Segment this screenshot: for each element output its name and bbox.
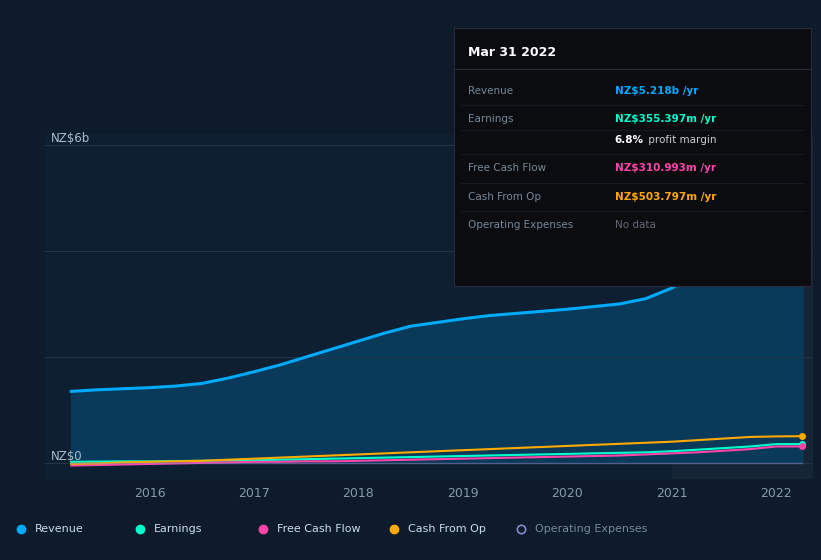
Text: NZ$503.797m /yr: NZ$503.797m /yr: [615, 192, 716, 202]
Text: Operating Expenses: Operating Expenses: [535, 524, 648, 534]
Text: Earnings: Earnings: [154, 524, 202, 534]
Text: NZ$355.397m /yr: NZ$355.397m /yr: [615, 114, 716, 124]
Text: Free Cash Flow: Free Cash Flow: [277, 524, 360, 534]
Text: Revenue: Revenue: [34, 524, 83, 534]
Text: Cash From Op: Cash From Op: [408, 524, 486, 534]
Text: Operating Expenses: Operating Expenses: [468, 220, 574, 230]
Text: NZ$5.218b /yr: NZ$5.218b /yr: [615, 86, 698, 96]
Text: No data: No data: [615, 220, 656, 230]
Text: NZ$6b: NZ$6b: [50, 132, 89, 145]
Text: Free Cash Flow: Free Cash Flow: [468, 164, 547, 174]
Text: Earnings: Earnings: [468, 114, 514, 124]
Text: Mar 31 2022: Mar 31 2022: [468, 46, 557, 59]
Text: Revenue: Revenue: [468, 86, 513, 96]
Text: profit margin: profit margin: [645, 135, 717, 145]
Text: NZ$0: NZ$0: [50, 450, 82, 463]
Text: Cash From Op: Cash From Op: [468, 192, 541, 202]
Text: NZ$310.993m /yr: NZ$310.993m /yr: [615, 164, 716, 174]
Text: 6.8%: 6.8%: [615, 135, 644, 145]
Bar: [672, 134, 813, 479]
